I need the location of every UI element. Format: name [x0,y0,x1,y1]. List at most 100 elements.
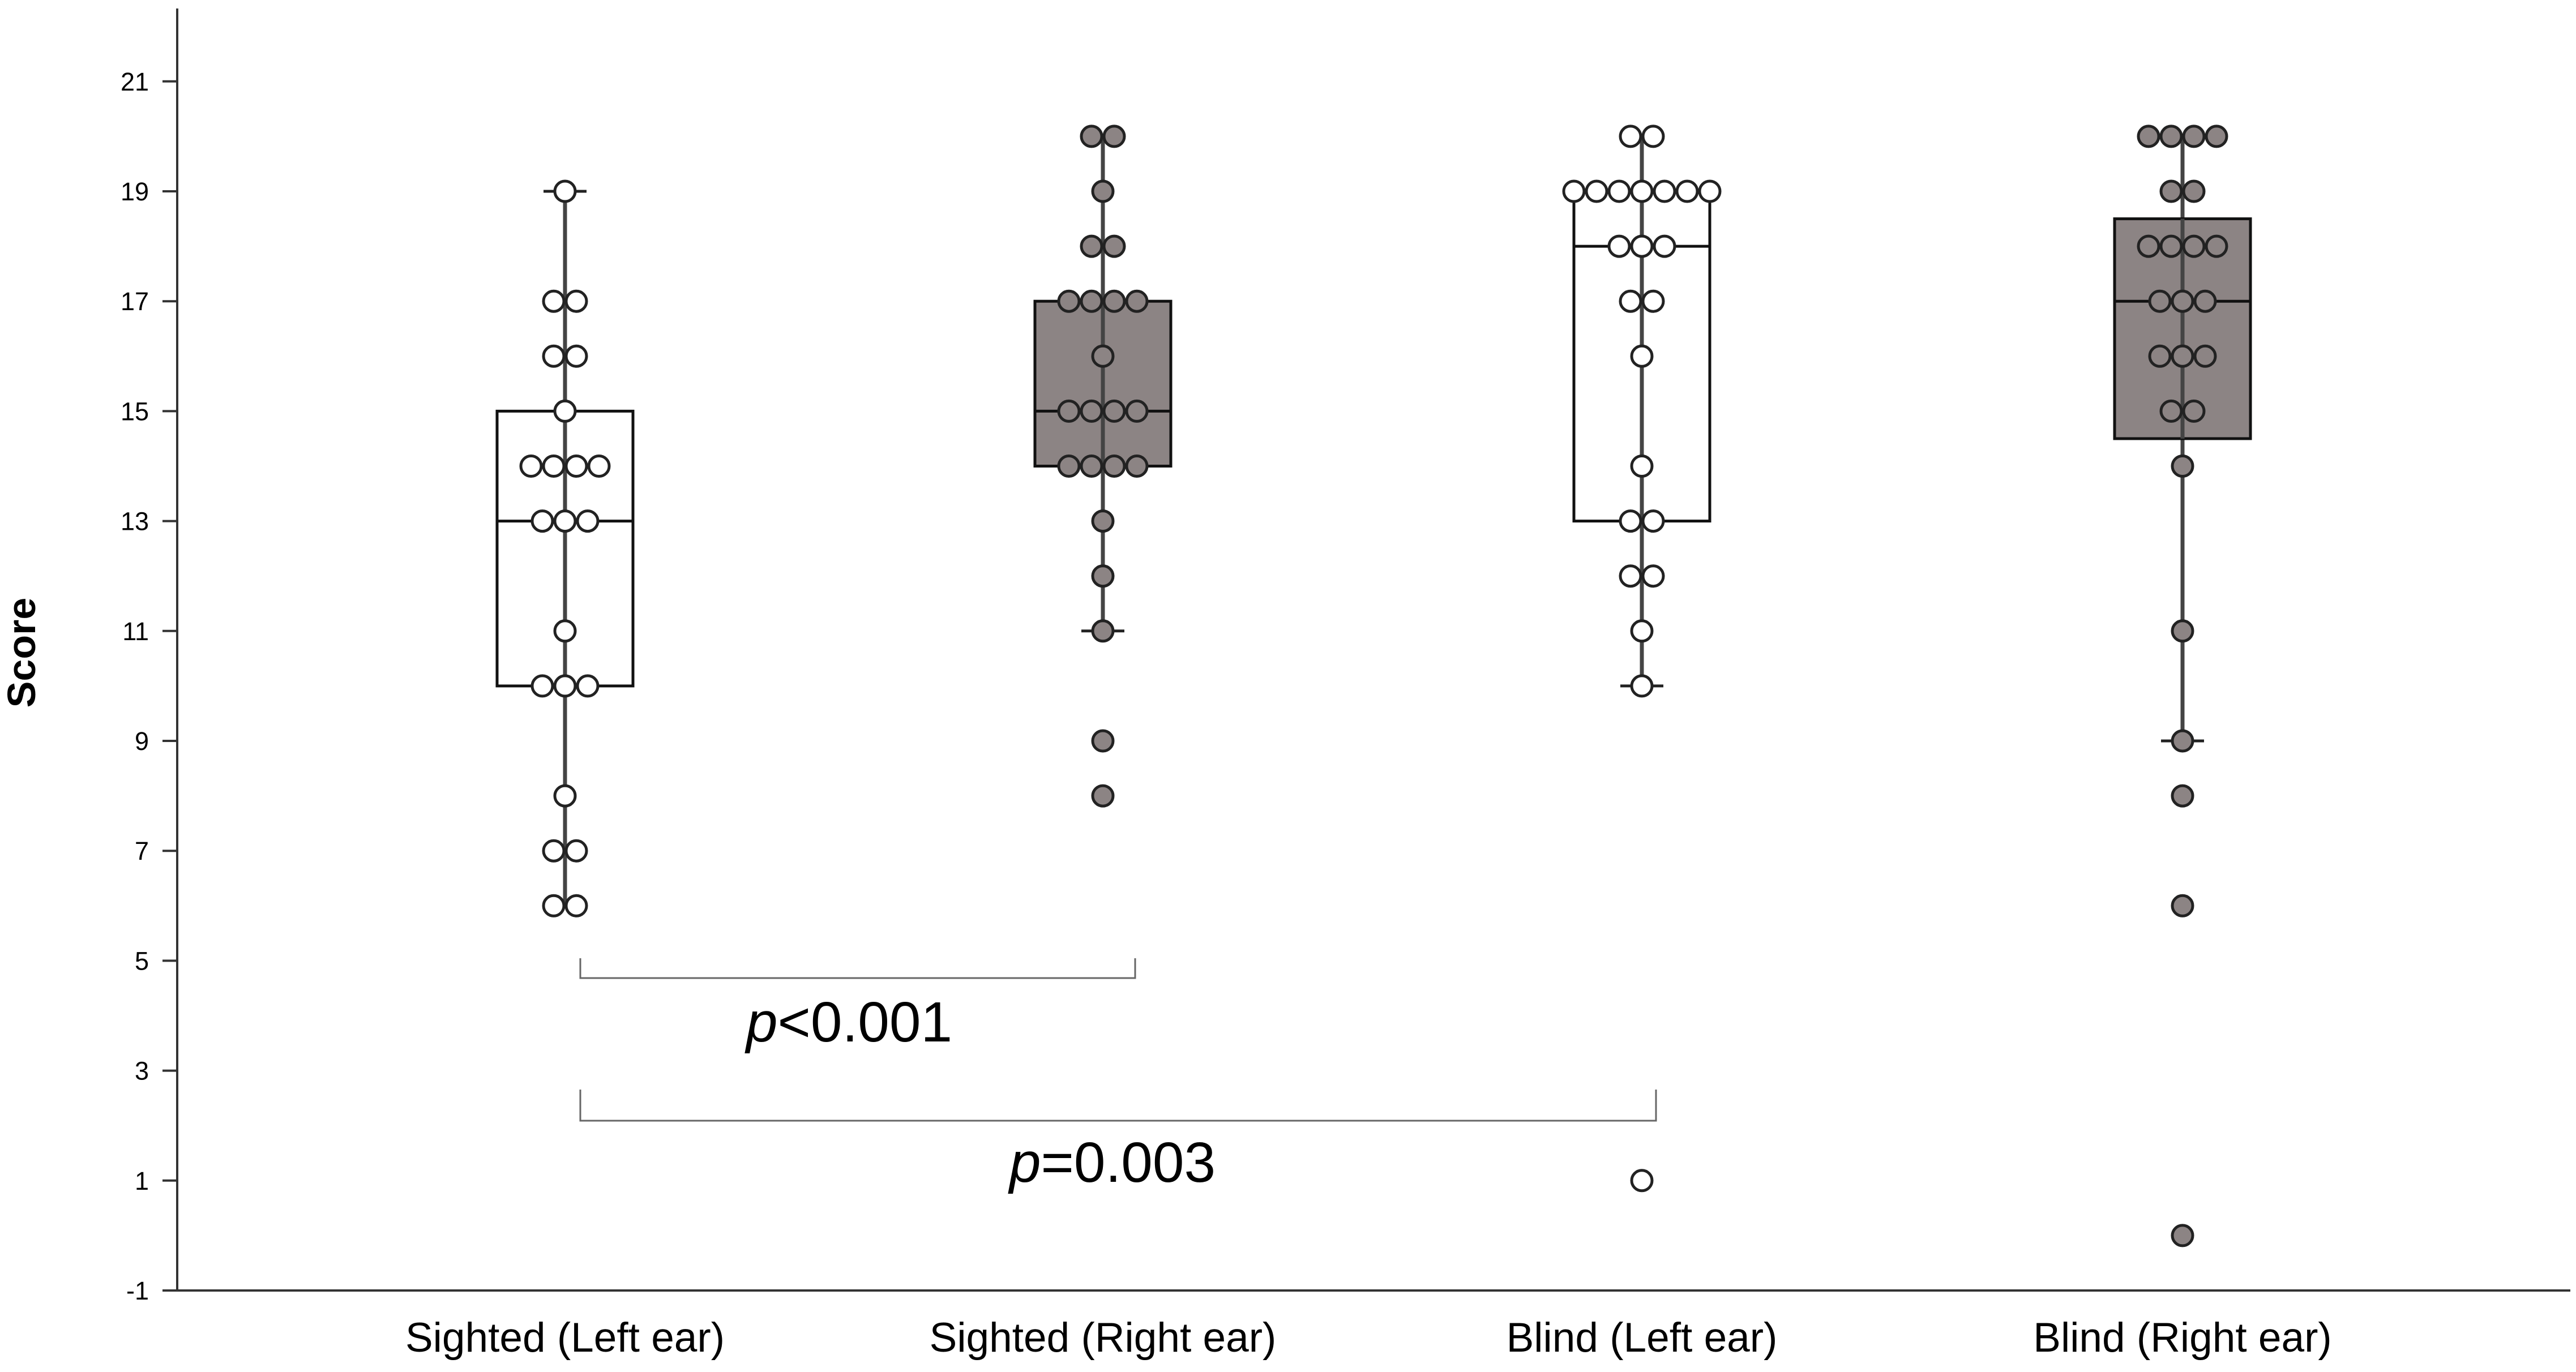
data-point [1607,234,1631,258]
data-point [542,894,566,917]
box-group [1562,125,1722,1193]
data-point [564,344,588,368]
data-point [1641,125,1665,148]
data-point [1091,509,1115,533]
data-point [553,619,577,643]
data-point [542,344,566,368]
data-point [576,674,600,698]
data-point [2148,289,2172,313]
data-point [1102,234,1126,258]
y-tick-label: 9 [135,727,149,756]
data-point [1562,179,1586,203]
data-point [542,839,566,863]
data-point [2171,729,2194,753]
data-point [2182,125,2206,148]
data-point [2193,289,2217,313]
data-point [2171,1224,2194,1247]
data-point [1057,455,1081,478]
data-point [1653,234,1676,258]
data-point [1102,125,1126,148]
data-point [1619,289,1642,313]
data-point [1102,399,1126,423]
data-point [553,674,577,698]
data-point [564,289,588,313]
y-tick-label: 5 [135,946,149,975]
data-point [2205,125,2228,148]
data-point [2182,399,2206,423]
data-point [1125,455,1149,478]
bracket-line [579,1090,1657,1122]
data-point [1080,234,1103,258]
data-point [564,455,588,478]
data-point [1619,125,1642,148]
y-tick-label: 3 [135,1057,149,1086]
data-point [519,455,543,478]
data-point [1091,344,1115,368]
box-group [495,179,635,917]
y-tick-label: 21 [121,67,149,96]
data-point [1091,784,1115,808]
data-point [1630,674,1654,698]
data-point [542,289,566,313]
y-tick-label: -1 [126,1276,149,1305]
data-point [2171,784,2194,808]
bracket-line [579,958,1136,979]
p-value-label: p=0.003 [1008,1131,1216,1194]
data-point [1641,509,1665,533]
p-value: <0.001 [777,991,952,1054]
data-point [1630,234,1654,258]
data-point [530,509,554,533]
significance-bracket: p<0.001 [579,958,1136,1054]
data-point [1057,399,1081,423]
data-point [1080,455,1103,478]
data-point [1675,179,1699,203]
y-tick-label: 19 [121,177,149,206]
data-point [1091,564,1115,588]
data-point [2193,344,2217,368]
data-point [2171,289,2194,313]
data-point [1091,179,1115,203]
data-point [1607,179,1631,203]
data-point [1091,619,1115,643]
data-point [1080,399,1103,423]
y-tick-label: 7 [135,837,149,865]
data-point [530,674,554,698]
data-point [1080,125,1103,148]
data-point [553,179,577,203]
y-axis-title: Score [0,598,44,708]
y-tick-label: 13 [121,507,149,536]
x-category-label: Blind (Left ear) [1507,1315,1778,1361]
y-tick-label: 11 [122,617,149,646]
data-point [1080,289,1103,313]
y-tick-label: 15 [121,397,149,426]
data-point [1619,509,1642,533]
p-symbol: p [1008,1131,1041,1194]
data-point [1641,564,1665,588]
data-point [2159,399,2183,423]
data-point [1653,179,1676,203]
data-point [2171,344,2194,368]
data-point [1630,619,1654,643]
data-point [576,509,600,533]
data-point [542,455,566,478]
data-point [1641,289,1665,313]
data-point [1619,564,1642,588]
data-point [1585,179,1608,203]
p-symbol: p [744,991,778,1054]
data-point [2137,125,2160,148]
significance-bracket: p=0.003 [579,1090,1657,1194]
data-point [2137,234,2160,258]
data-point [1630,455,1654,478]
data-point [2171,894,2194,917]
data-point [2205,234,2228,258]
data-point [2171,455,2194,478]
data-point [2182,179,2206,203]
axes [176,8,2570,1292]
data-point [2159,179,2183,203]
data-point [587,455,611,478]
data-point [553,509,577,533]
y-tick-label: 17 [121,287,149,316]
data-point [2171,619,2194,643]
